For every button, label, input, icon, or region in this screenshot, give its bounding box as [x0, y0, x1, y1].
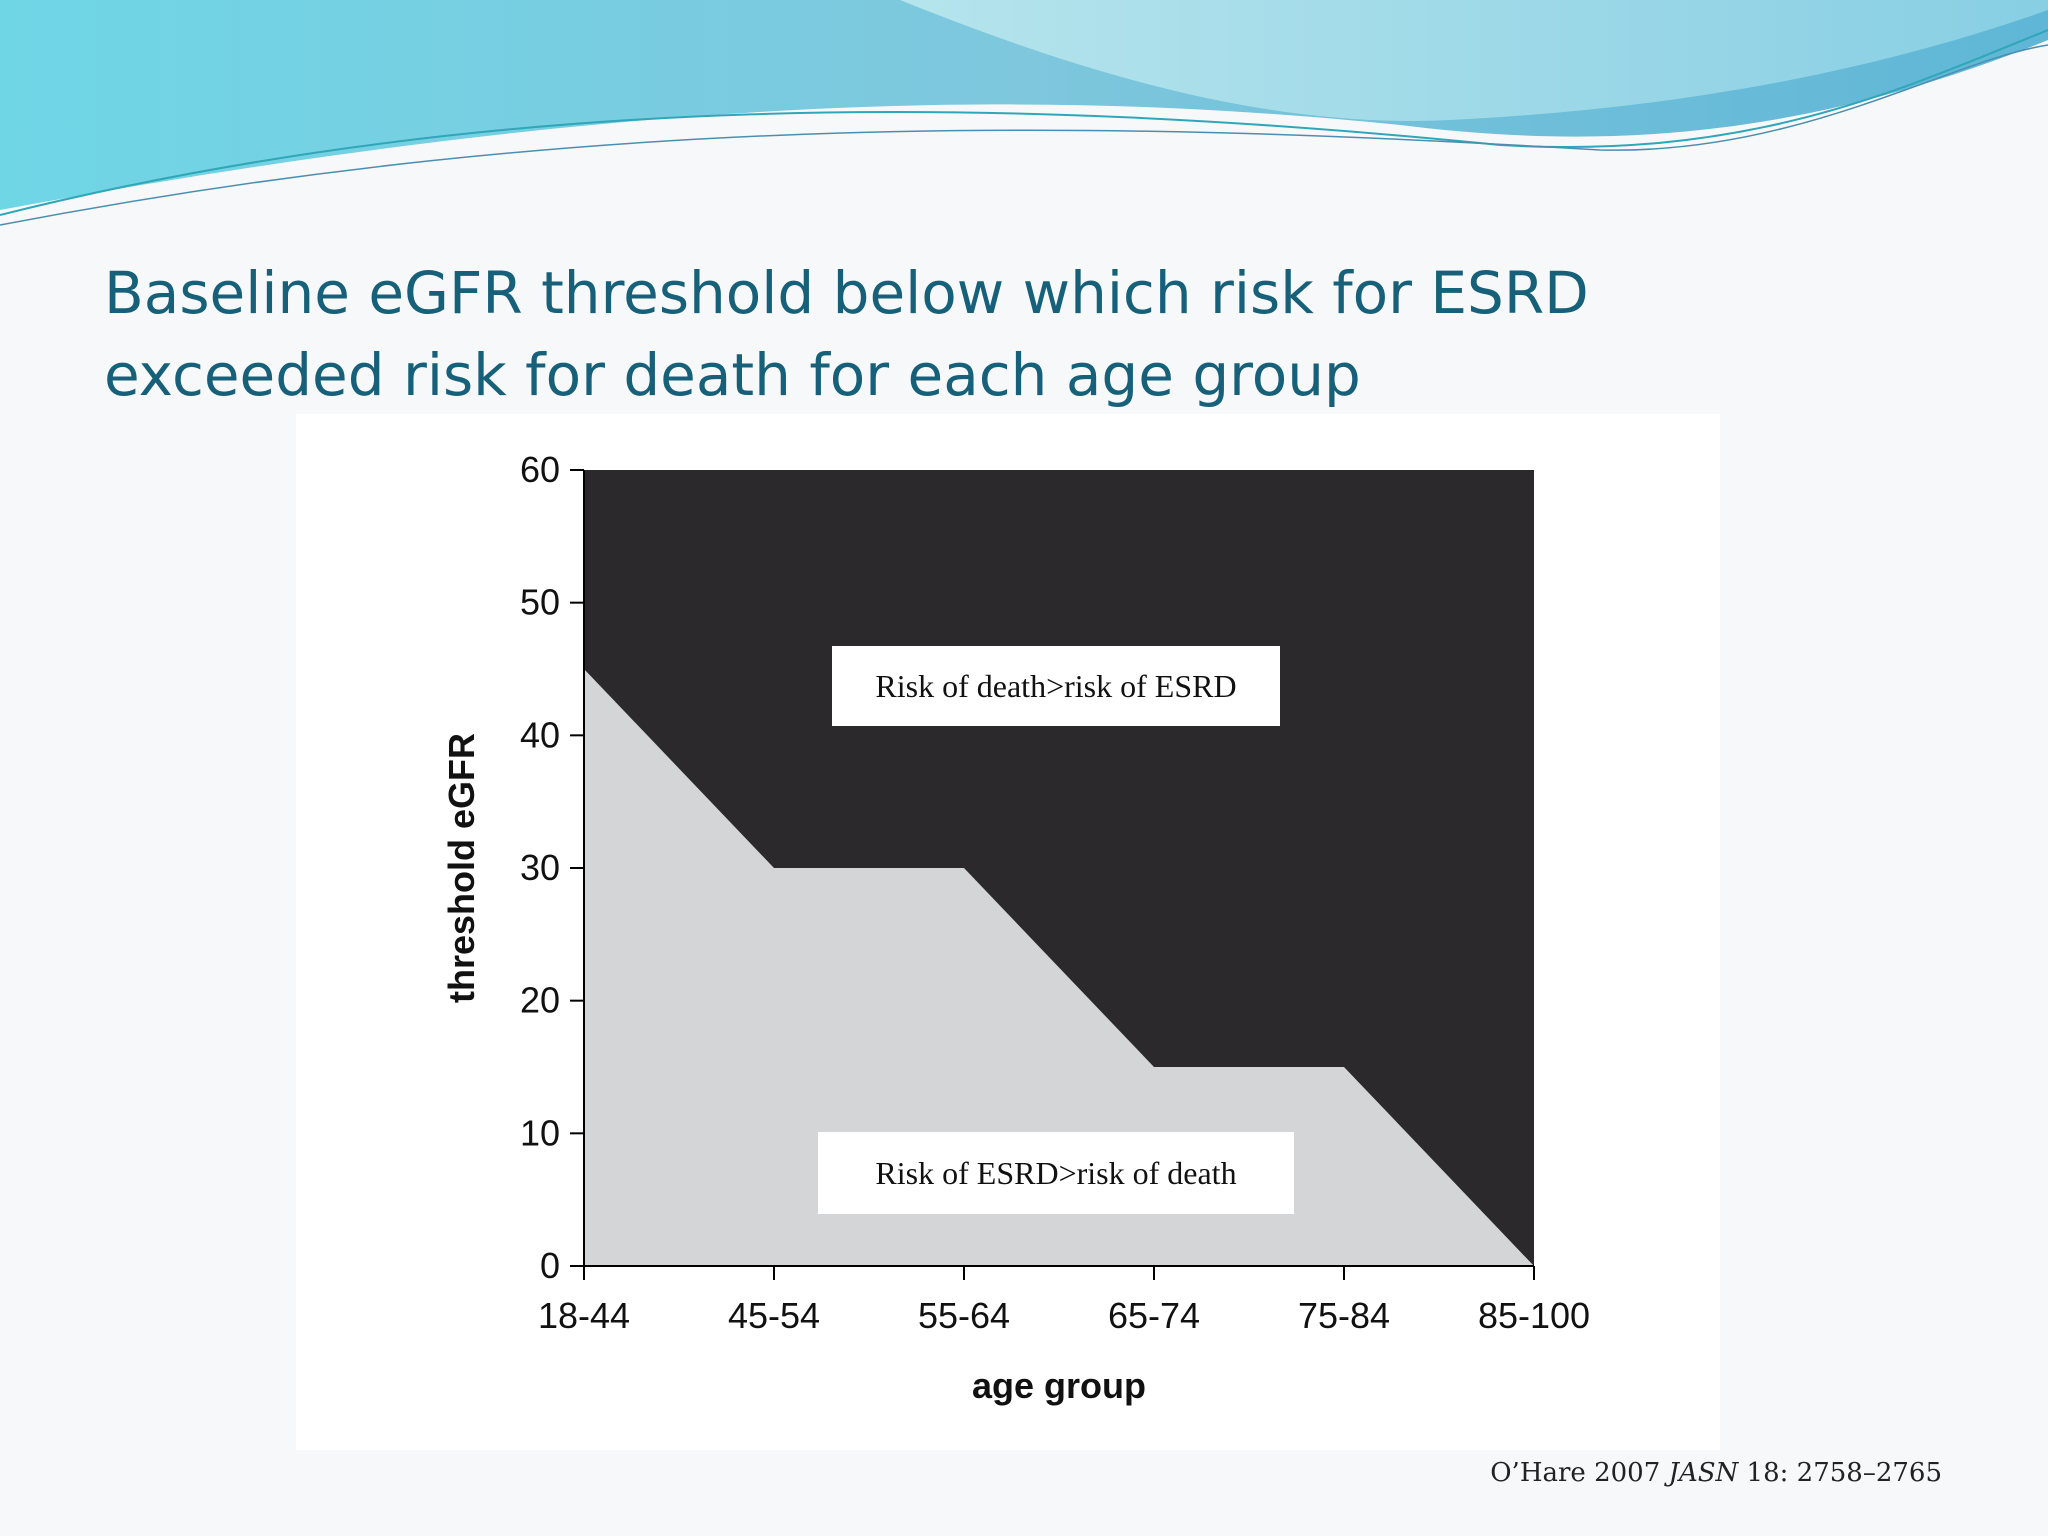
x-tick-label: 65-74 — [1108, 1295, 1200, 1336]
egfr-threshold-chart: 0 10 20 30 40 50 60 18-44 45-54 55-64 65-74 75-84 85… — [441, 449, 1590, 1406]
slide-title-line-1: Baseline eGFR threshold below which risk… — [104, 259, 1589, 327]
x-tick-label: 85-100 — [1478, 1295, 1590, 1336]
threshold-area — [584, 669, 1534, 1266]
x-tick-label: 75-84 — [1298, 1295, 1390, 1336]
citation-reference: 18: 2758–2765 — [1746, 1458, 1942, 1488]
citation-author-year: O’Hare 2007 — [1490, 1458, 1661, 1488]
x-tick-label: 18-44 — [538, 1295, 630, 1336]
slide-title-line-2: exceeded risk for death for each age gro… — [104, 341, 1361, 409]
y-tick-label: 0 — [540, 1245, 560, 1286]
annotation-text-upper: Risk of death>risk of ESRD — [875, 668, 1236, 704]
x-tick-label: 55-64 — [918, 1295, 1010, 1336]
figure-panel: 0 10 20 30 40 50 60 18-44 45-54 55-64 65-74 75-84 85… — [296, 414, 1720, 1450]
y-axis-title: threshold eGFR — [441, 733, 482, 1003]
wave-banner — [0, 0, 2048, 226]
citation: O’Hare 2007 JASN 18: 2758–2765 — [1490, 1458, 1942, 1488]
y-tick-label: 50 — [520, 582, 560, 623]
y-tick-label: 40 — [520, 714, 560, 755]
y-tick-label: 60 — [520, 449, 560, 490]
slide-title: Baseline eGFR threshold below which risk… — [104, 252, 1704, 416]
annotation-text-lower: Risk of ESRD>risk of death — [875, 1155, 1236, 1191]
y-tick-label: 20 — [520, 980, 560, 1021]
y-tick-label: 10 — [520, 1112, 560, 1153]
annotation-box-upper — [832, 646, 1280, 726]
y-tick-label: 30 — [520, 847, 560, 888]
x-tick-label: 45-54 — [728, 1295, 820, 1336]
x-axis-title: age group — [972, 1365, 1146, 1406]
citation-journal: JASN — [1668, 1458, 1739, 1488]
annotation-box-lower — [818, 1132, 1294, 1214]
